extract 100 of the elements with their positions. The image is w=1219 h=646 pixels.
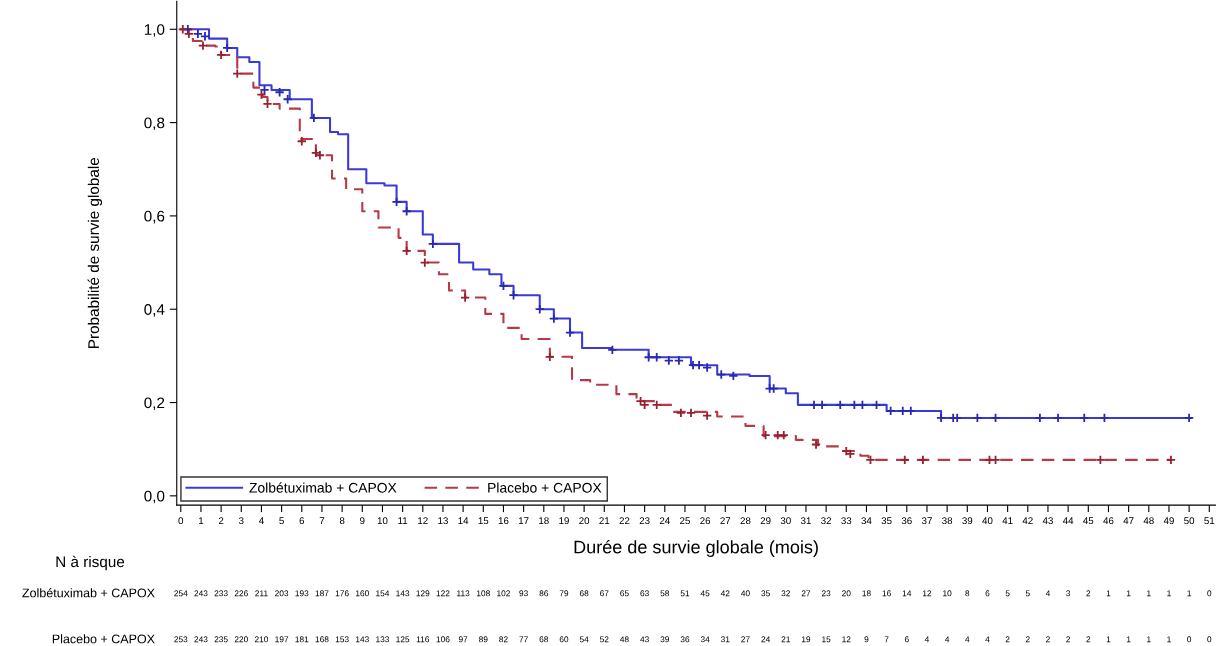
text: Zolbétuximab + CAPOX [22, 588, 155, 598]
y-tick-label: 0,6 [144, 210, 165, 224]
x-tick-label: 49 [1163, 517, 1174, 525]
point [1165, 454, 1177, 465]
point [643, 352, 654, 363]
x-tick-label: 47 [1123, 517, 1134, 525]
x-tick-label: 39 [962, 517, 973, 525]
x-tick-label: 18 [539, 517, 549, 525]
x-tick-label: 3 [238, 517, 244, 525]
point [199, 31, 211, 42]
point [685, 407, 697, 418]
point [917, 454, 928, 465]
x-tick-label: 14 [458, 517, 469, 525]
point [899, 454, 910, 465]
point [177, 24, 188, 35]
point [760, 430, 771, 441]
y-axis-title: Probabilité de survie globale [87, 157, 103, 348]
point [1079, 412, 1090, 423]
point [936, 412, 947, 423]
x-tick-label: 27 [720, 517, 731, 525]
x-tick-label: 23 [639, 517, 650, 525]
x-tick-label: 31 [800, 517, 811, 525]
x-tick-label: 42 [1022, 517, 1033, 525]
point [849, 399, 860, 410]
point [282, 94, 293, 105]
x-tick-label: 26 [700, 517, 711, 525]
x-tick-label: 1 [198, 517, 204, 525]
text: N à risque [56, 555, 125, 571]
x-tick-label: 32 [821, 517, 832, 525]
point [232, 68, 243, 79]
x-tick-label: 8 [339, 517, 345, 525]
y-tick-label: 0,4 [144, 304, 165, 317]
x-tick-label: 29 [760, 517, 771, 525]
y-tick-label: 1,0 [144, 24, 165, 37]
x-tick-label: 44 [1062, 517, 1074, 525]
point [897, 405, 908, 416]
x-tick-label: 38 [942, 517, 953, 525]
point [651, 352, 662, 363]
x-tick-label: 50 [1184, 517, 1195, 525]
point [835, 399, 846, 410]
point [1034, 412, 1045, 423]
x-tick-label: 46 [1103, 517, 1114, 525]
x-tick-label: 10 [377, 517, 388, 525]
legend-label: Placebo + CAPOX [488, 482, 602, 493]
x-tick-label: 0 [178, 517, 184, 525]
point [694, 360, 705, 371]
x-tick-label: 7 [319, 517, 325, 525]
point [817, 399, 828, 410]
x-tick-label: 2 [218, 517, 224, 525]
x-tick-label: 12 [418, 517, 428, 525]
text: 253 243 235 220 210 197 181 168 153 143 133 125 116 106 97 89 82 77 68 60 54 52 48 43 39 36 34 31 27 24 21 19 15 12 9 7 6 4 4 4 4 2 2 2 2 2 1 1 1 1 0 0 [174, 636, 1212, 643]
x-tick-label: 15 [478, 517, 489, 525]
x-tick-label: 35 [881, 517, 892, 525]
legend-label: Zolbétuximab + CAPOX [249, 482, 397, 493]
point [1095, 454, 1106, 465]
text: Placebo + CAPOX [52, 634, 155, 644]
x-tick-label: 9 [360, 517, 365, 525]
point [778, 430, 789, 441]
x-tick-label: 6 [299, 517, 305, 525]
point [534, 304, 545, 315]
x-tick-label: 25 [680, 517, 690, 525]
x-tick-label: 37 [921, 517, 932, 525]
x-axis-title: Durée de survie globale (mois) [574, 539, 818, 557]
point [427, 238, 438, 249]
point [401, 245, 412, 256]
point [885, 405, 896, 416]
x-tick-label: 48 [1143, 517, 1154, 525]
x-tick-label: 19 [559, 517, 569, 525]
x-tick-label: 28 [740, 517, 751, 525]
y-tick-label: 0,2 [144, 397, 165, 411]
x-tick-label: 4 [258, 517, 264, 525]
point [274, 87, 285, 98]
x-tick-label: 21 [599, 517, 610, 525]
text: 254 243 233 226 211 203 193 187 176 160 154 143 129 122 113 108 102 93 86 79 68 67 65 63 58 51 45 42 40 35 32 27 23 20 18 16 14 12 10 8 6 5 5 4 3 2 1 1 1 1 1 0 [174, 590, 1212, 597]
x-tick-label: 22 [619, 517, 630, 525]
x-tick-label: 45 [1083, 517, 1094, 525]
x-tick-label: 24 [659, 517, 670, 525]
x-tick-label: 5 [279, 517, 284, 525]
point [972, 412, 983, 423]
x-tick-label: 36 [901, 517, 912, 525]
x-tick-label: 11 [398, 517, 408, 525]
x-tick-label: 43 [1042, 517, 1053, 525]
x-tick-label: 30 [780, 517, 791, 525]
point [607, 344, 618, 355]
x-tick-label: 41 [1002, 517, 1013, 525]
y-tick-label: 0,0 [144, 490, 165, 504]
point [296, 136, 307, 147]
x-tick-label: 40 [982, 517, 993, 525]
x-tick-label: 17 [518, 517, 529, 525]
point [544, 351, 555, 362]
x-tick-label: 34 [861, 517, 872, 525]
x-tick-label: 13 [438, 517, 448, 525]
y-tick-label: 0,8 [144, 117, 165, 131]
x-tick-label: 51 [1204, 517, 1215, 525]
point [1184, 412, 1195, 423]
point [401, 206, 412, 217]
point [651, 399, 662, 410]
x-tick-label: 33 [841, 517, 852, 525]
point [675, 407, 686, 418]
x-tick-label: 20 [579, 517, 590, 525]
